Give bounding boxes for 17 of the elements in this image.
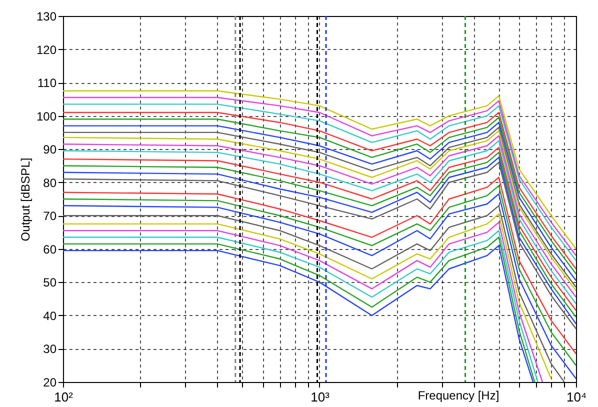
y-tick-label: 110 [37,76,57,90]
y-axis-title: Output [dBSPL] [18,158,32,242]
y-tick-label: 90 [43,142,57,157]
y-tick-label: 40 [43,308,57,323]
y-tick-label: 100 [36,109,57,124]
y-tick-label: 80 [43,176,57,190]
y-tick-label: 60 [43,242,57,256]
y-tick-label: 30 [43,342,57,356]
y-tick-label: 20 [43,376,57,390]
x-tick-label: 10² [54,390,74,404]
y-tick-label: 130 [36,10,57,24]
x-tick-label: 10⁴ [566,390,587,404]
y-tick-label: 50 [43,276,57,290]
x-axis-title: Frequency [Hz] [418,388,500,402]
y-tick-label: 70 [43,209,57,224]
x-tick-label: 10³ [310,390,330,404]
y-tick-label: 120 [36,42,57,57]
